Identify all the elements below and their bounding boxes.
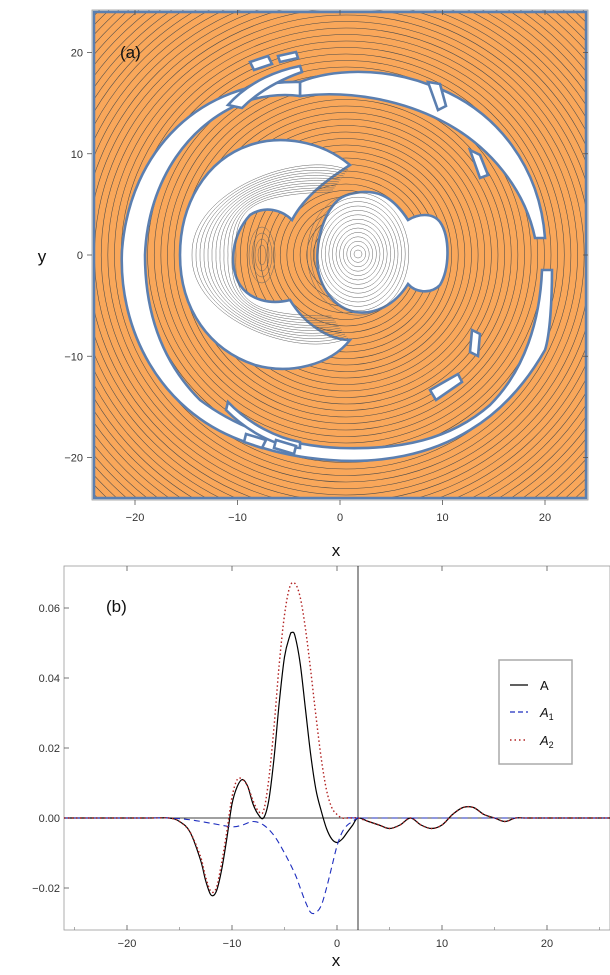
top-arc-piece	[225, 64, 304, 110]
inner-contour-line	[335, 227, 381, 281]
right-edge-piece-2	[468, 327, 482, 359]
top-notch-piece-2	[276, 50, 300, 64]
contour-axes: −20 −10 0 10 20 −20 −10 0 10 20	[64, 10, 588, 524]
crescent-contour-line	[231, 189, 334, 319]
crescent-contour-line	[203, 172, 344, 337]
line-x-axis-label: x	[332, 951, 341, 970]
crescent-contour-line	[223, 185, 337, 324]
right-arc-piece	[426, 80, 448, 112]
bottom-notch-piece-2	[272, 438, 298, 456]
legend-label-a: A	[540, 678, 549, 693]
crescent-contour-line	[227, 187, 335, 321]
crescent-contour-line	[199, 170, 346, 339]
inner-contour-line	[251, 232, 273, 278]
x-tick-label: 0	[334, 938, 340, 950]
y-tick-label: 0	[77, 250, 83, 262]
inner-contour-line	[332, 223, 384, 285]
inner-contour-line	[254, 238, 270, 272]
inner-contour-line	[350, 245, 366, 263]
y-tick-label: 0.00	[39, 813, 60, 825]
y-tick-label: 0.02	[39, 743, 60, 755]
panel-label-a: (a)	[120, 43, 141, 62]
inner-contour-line	[257, 244, 267, 266]
crescent-contour-line	[235, 191, 332, 317]
x-tick-label: 0	[337, 512, 343, 524]
series-a2-line	[64, 581, 610, 894]
panel-label-b: (b)	[106, 597, 127, 616]
series-a-line	[64, 631, 610, 897]
contour-line	[153, 66, 539, 444]
inner-contour-line	[328, 218, 388, 290]
contour-y-axis-label: y	[38, 247, 47, 266]
y-tick-label: −20	[64, 453, 83, 465]
y-tick-label: −0.02	[32, 883, 60, 895]
right-edge-piece	[467, 147, 490, 180]
y-tick-label: 0.04	[39, 673, 60, 685]
crescent-contour-line	[191, 164, 349, 345]
x-tick-label: 10	[436, 512, 448, 524]
inner-contour-line	[248, 226, 276, 284]
x-tick-label: −20	[126, 512, 145, 524]
inner-contour-line	[321, 210, 395, 298]
contour-line	[240, 151, 452, 359]
inner-contour-line	[317, 205, 399, 303]
top-notch-piece	[248, 54, 274, 72]
legend-label-a2: A2	[539, 733, 554, 750]
y-tick-label: −10	[64, 351, 83, 363]
y-tick-label: 0.06	[39, 603, 60, 615]
contour-plot-panel: −20 −10 0 10 20 −20 −10 0 10 20 (a) x y	[38, 9, 589, 560]
inner-contour-line	[342, 236, 374, 272]
inner-contour-line	[310, 196, 406, 312]
inner-contour-line	[353, 249, 363, 259]
inner-contour-line	[306, 192, 410, 316]
x-tick-label: 10	[436, 938, 448, 950]
inner-contour-lines	[191, 164, 410, 345]
line-series-group	[64, 581, 610, 915]
y-tick-label: 20	[71, 48, 83, 60]
inner-contour-line	[346, 240, 370, 268]
x-tick-label: −10	[223, 938, 242, 950]
contour-line	[114, 27, 578, 483]
outer-ring-left-region	[120, 80, 554, 463]
contour-x-axis-label: x	[332, 541, 341, 560]
bottom-notch-piece	[242, 432, 268, 450]
line-plot-panel: −20 −10 0 10 20 −0.02 0.00 0.02 0.04 0.06 (b) A A…	[32, 565, 610, 970]
inner-contour-line	[339, 232, 377, 276]
x-tick-label: −20	[118, 938, 137, 950]
contour-line	[100, 14, 586, 496]
panel-label-a-text: (a)	[120, 43, 141, 62]
x-tick-label: 20	[541, 938, 553, 950]
y-tick-label: 10	[71, 149, 83, 161]
legend-box	[498, 659, 573, 765]
crescent-contour-line	[207, 175, 343, 334]
legend: A A1 A2	[498, 659, 573, 765]
crescent-contour-line	[211, 177, 341, 331]
bottom-right-piece	[428, 372, 464, 402]
crescent-contour-line	[195, 167, 347, 342]
inner-contour-line	[324, 214, 392, 294]
x-tick-label: −10	[228, 512, 247, 524]
bottom-arc-piece	[224, 399, 302, 450]
x-tick-label: 20	[539, 512, 551, 524]
series-a1-line	[64, 817, 610, 915]
inner-contour-line	[314, 201, 402, 307]
legend-label-a1: A1	[539, 705, 554, 722]
